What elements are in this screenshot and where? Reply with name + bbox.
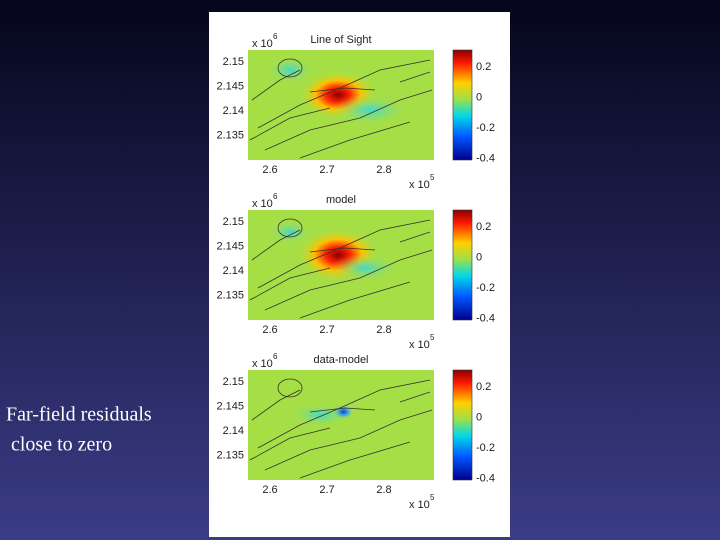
panel-title: data-model — [313, 354, 368, 366]
colorbar-tick-label: -0.4 — [476, 472, 495, 484]
colorbar — [452, 49, 473, 161]
y-exponent: 6 — [273, 352, 278, 361]
y-tick-label: 2.14 — [223, 265, 244, 277]
y-tick-label: 2.15 — [223, 376, 244, 388]
colorbar-tick-label: -0.4 — [476, 312, 495, 324]
fault-line — [251, 229, 301, 261]
panel-title: Line of Sight — [310, 34, 371, 46]
y-tick-label: 2.15 — [223, 56, 244, 68]
colorbar-tick-label: 0.2 — [476, 221, 491, 233]
x-tick-label: 2.7 — [319, 324, 334, 336]
y-tick-label: 2.135 — [216, 289, 244, 301]
map-anomaly — [330, 94, 410, 126]
caldera-outline — [277, 58, 303, 78]
x-tick-label: 2.6 — [262, 324, 277, 336]
x-tick-label: 2.7 — [319, 164, 334, 176]
fault-line — [264, 89, 433, 151]
panel-title: model — [326, 194, 356, 206]
colorbar-tick-label: -0.2 — [476, 442, 495, 454]
fault-line — [299, 121, 411, 159]
fault-line — [399, 231, 431, 243]
fault-line — [249, 427, 331, 461]
x-multiplier: x 10 — [409, 499, 430, 511]
colorbar-tick-label: 0 — [476, 251, 482, 263]
fault-line — [249, 267, 331, 301]
fault-line — [257, 59, 431, 129]
fault-line — [309, 87, 376, 93]
fault-line — [299, 441, 411, 479]
fault-line — [264, 409, 433, 471]
fault-line — [257, 219, 431, 289]
caption-line: Far-field residuals — [6, 404, 152, 426]
map-anomaly — [268, 220, 312, 244]
y-tick-label: 2.14 — [223, 105, 244, 117]
y-exponent: 6 — [273, 32, 278, 41]
colorbar-tick-label: 0.2 — [476, 61, 491, 73]
fault-line — [251, 69, 301, 101]
y-tick-label: 2.135 — [216, 449, 244, 461]
fault-line — [251, 389, 301, 421]
map-anomaly — [330, 254, 400, 282]
fault-line — [399, 71, 431, 83]
caldera-outline — [277, 218, 303, 238]
y-tick-label: 2.145 — [216, 80, 244, 92]
y-multiplier: x 10 — [252, 38, 273, 50]
fault-line — [399, 391, 431, 403]
x-tick-label: 2.6 — [262, 164, 277, 176]
colorbar-tick-label: -0.2 — [476, 282, 495, 294]
colorbar-tick-label: 0 — [476, 91, 482, 103]
x-multiplier: x 10 — [409, 179, 430, 191]
map-anomaly — [265, 56, 315, 84]
x-tick-label: 2.8 — [376, 164, 391, 176]
colorbar-tick-label: -0.4 — [476, 152, 495, 164]
x-tick-label: 2.6 — [262, 484, 277, 496]
x-exponent: 5 — [430, 333, 435, 342]
x-tick-label: 2.8 — [376, 484, 391, 496]
y-multiplier: x 10 — [252, 358, 273, 370]
fault-line — [249, 107, 331, 141]
y-multiplier: x 10 — [252, 198, 273, 210]
y-tick-label: 2.135 — [216, 129, 244, 141]
fault-line — [309, 407, 376, 413]
caption-line: close to zero — [6, 434, 112, 456]
x-exponent: 5 — [430, 493, 435, 502]
colorbar-tick-label: -0.2 — [476, 122, 495, 134]
x-exponent: 5 — [430, 173, 435, 182]
x-tick-label: 2.8 — [376, 324, 391, 336]
x-multiplier: x 10 — [409, 339, 430, 351]
map-background — [248, 370, 434, 480]
y-tick-label: 2.145 — [216, 240, 244, 252]
y-tick-label: 2.14 — [223, 425, 244, 437]
x-tick-label: 2.7 — [319, 484, 334, 496]
colorbar — [452, 209, 473, 321]
colorbar — [452, 369, 473, 481]
fault-line — [264, 249, 433, 311]
y-tick-label: 2.145 — [216, 400, 244, 412]
colorbar-tick-label: 0 — [476, 411, 482, 423]
fault-line — [309, 247, 376, 253]
y-tick-label: 2.15 — [223, 216, 244, 228]
y-exponent: 6 — [273, 192, 278, 201]
fault-line — [299, 281, 411, 319]
colorbar-tick-label: 0.2 — [476, 381, 491, 393]
caldera-outline — [277, 378, 303, 398]
fault-line — [257, 379, 431, 449]
map-anomaly — [290, 403, 350, 427]
